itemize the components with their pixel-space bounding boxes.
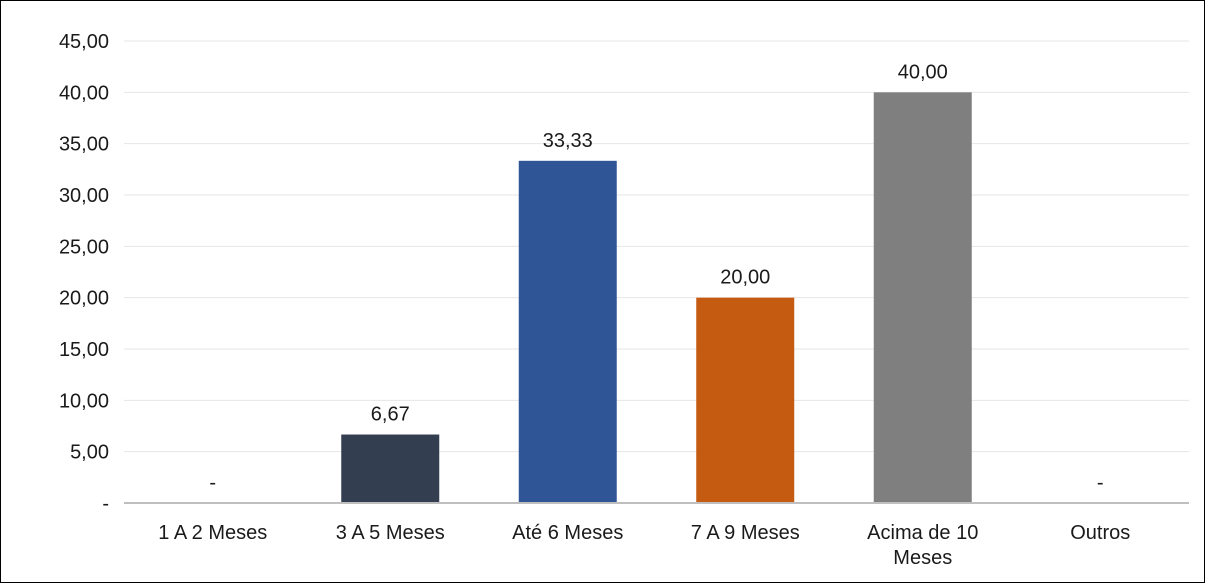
bar [341,434,440,503]
data-label: 40,00 [898,61,948,83]
y-tick-label: 40,00 [59,82,109,104]
bar [696,297,795,503]
x-category-label: Até 6 Meses [512,522,623,544]
bar [873,92,972,503]
bar [518,160,617,503]
data-label: 33,33 [543,130,593,152]
y-tick-label: 45,00 [59,31,109,53]
x-category-label: 7 A 9 Meses [691,522,800,544]
y-tick-label: - [102,493,109,515]
bars [341,92,972,503]
y-tick-label: 20,00 [59,288,109,310]
x-category-label: Meses [893,547,952,569]
x-category-label: 3 A 5 Meses [336,522,445,544]
x-category-label: Outros [1070,522,1130,544]
x-category-label: 1 A 2 Meses [158,522,267,544]
data-label: 6,67 [371,404,410,426]
data-label: - [209,472,216,494]
x-axis-category-labels: 1 A 2 Meses 3 A 5 Meses Até 6 Meses 7 A 9 M… [158,522,1130,569]
y-tick-label: 25,00 [59,236,109,258]
y-tick-label: 5,00 [70,442,109,464]
data-label: - [1097,472,1104,494]
x-category-label: Acima de 10 [867,522,978,544]
grid-lines [124,40,1189,453]
y-axis-tick-labels: - 5,00 10,00 15,00 20,00 25,00 30,00 35,00 40,00… [59,31,109,515]
y-tick-label: 30,00 [59,185,109,207]
data-label: 20,00 [720,267,770,289]
data-labels: - 6,67 33,33 20,00 40,00 - [209,61,1103,494]
y-tick-label: 35,00 [59,134,109,156]
y-tick-label: 10,00 [59,390,109,412]
y-tick-label: 15,00 [59,339,109,361]
